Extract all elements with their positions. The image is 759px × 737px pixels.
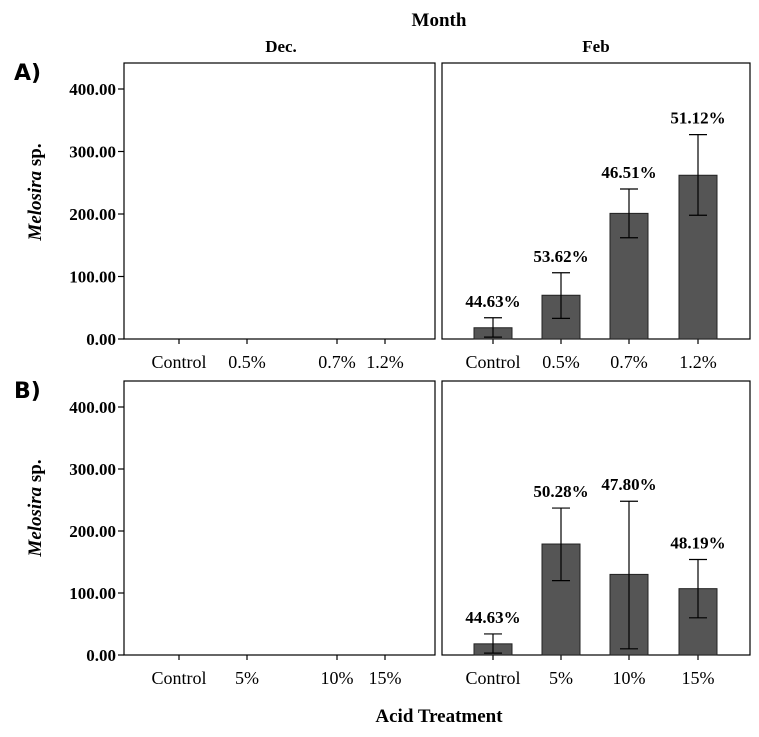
data-label: 47.80%: [601, 475, 656, 494]
panel-frame-feb: [441, 62, 751, 340]
x-tick-label: 5%: [549, 668, 573, 688]
y-tick-label: 200.00: [69, 522, 116, 541]
y-tick-label: 400.00: [69, 398, 116, 417]
column-header-feb: Feb: [582, 37, 609, 56]
chart-panels: A) Melosira sp. 0.00 100.00 200.00 300.00 400.…: [14, 61, 751, 688]
x-tick-label: 0.5%: [228, 352, 266, 372]
x-tick-label: Control: [151, 352, 206, 372]
data-label: 51.12%: [670, 109, 725, 128]
panel-b: B) Melosira sp. 0.00 100.00 200.00 300.00 400.…: [14, 379, 751, 688]
y-axis-label-genus: Melosira: [25, 486, 46, 557]
panel-label: B): [14, 379, 41, 404]
x-tick-label: Control: [465, 668, 520, 688]
y-axis-label-genus: Melosira: [25, 170, 46, 241]
y-tick-label: 200.00: [69, 205, 116, 224]
y-tick-label: 400.00: [69, 80, 116, 99]
y-axis-label-suffix: sp.: [25, 143, 46, 170]
y-tick-label: 300.00: [69, 143, 116, 162]
panel-frame-feb: [441, 380, 751, 656]
data-label: 44.63%: [465, 608, 520, 627]
data-label: 48.19%: [670, 534, 725, 553]
y-axis-label: Melosira sp.: [25, 459, 46, 557]
x-tick-label: Control: [151, 668, 206, 688]
panel-frame-dec: [123, 62, 436, 340]
column-header-dec: Dec.: [265, 37, 297, 56]
chart-title: Month: [412, 10, 467, 31]
x-tick-label: 0.7%: [318, 352, 356, 372]
panel-label: A): [14, 61, 41, 86]
y-tick-label: 100.00: [69, 268, 116, 287]
y-tick-label: 0.00: [86, 330, 116, 349]
x-tick-label: 15%: [682, 668, 715, 688]
panel-frame-dec: [123, 380, 436, 656]
x-tick-label: Control: [465, 352, 520, 372]
x-tick-label: 10%: [613, 668, 646, 688]
x-tick-label: 0.7%: [610, 352, 648, 372]
data-label: 44.63%: [465, 292, 520, 311]
y-axis-label-suffix: sp.: [25, 459, 46, 486]
data-label: 50.28%: [533, 482, 588, 501]
y-tick-label: 100.00: [69, 584, 116, 603]
y-tick-label: 300.00: [69, 460, 116, 479]
x-tick-label: 1.2%: [679, 352, 717, 372]
x-tick-label: 1.2%: [366, 352, 404, 372]
data-label: 46.51%: [601, 163, 656, 182]
x-tick-label: 0.5%: [542, 352, 580, 372]
x-tick-label: 5%: [235, 668, 259, 688]
data-label: 53.62%: [533, 247, 588, 266]
panel-a: A) Melosira sp. 0.00 100.00 200.00 300.00 400.…: [14, 61, 751, 372]
x-tick-label: 10%: [321, 668, 354, 688]
x-tick-label: 15%: [369, 668, 402, 688]
x-axis-label: Acid Treatment: [375, 706, 503, 727]
y-tick-label: 0.00: [86, 646, 116, 665]
y-axis-label: Melosira sp.: [25, 143, 46, 241]
